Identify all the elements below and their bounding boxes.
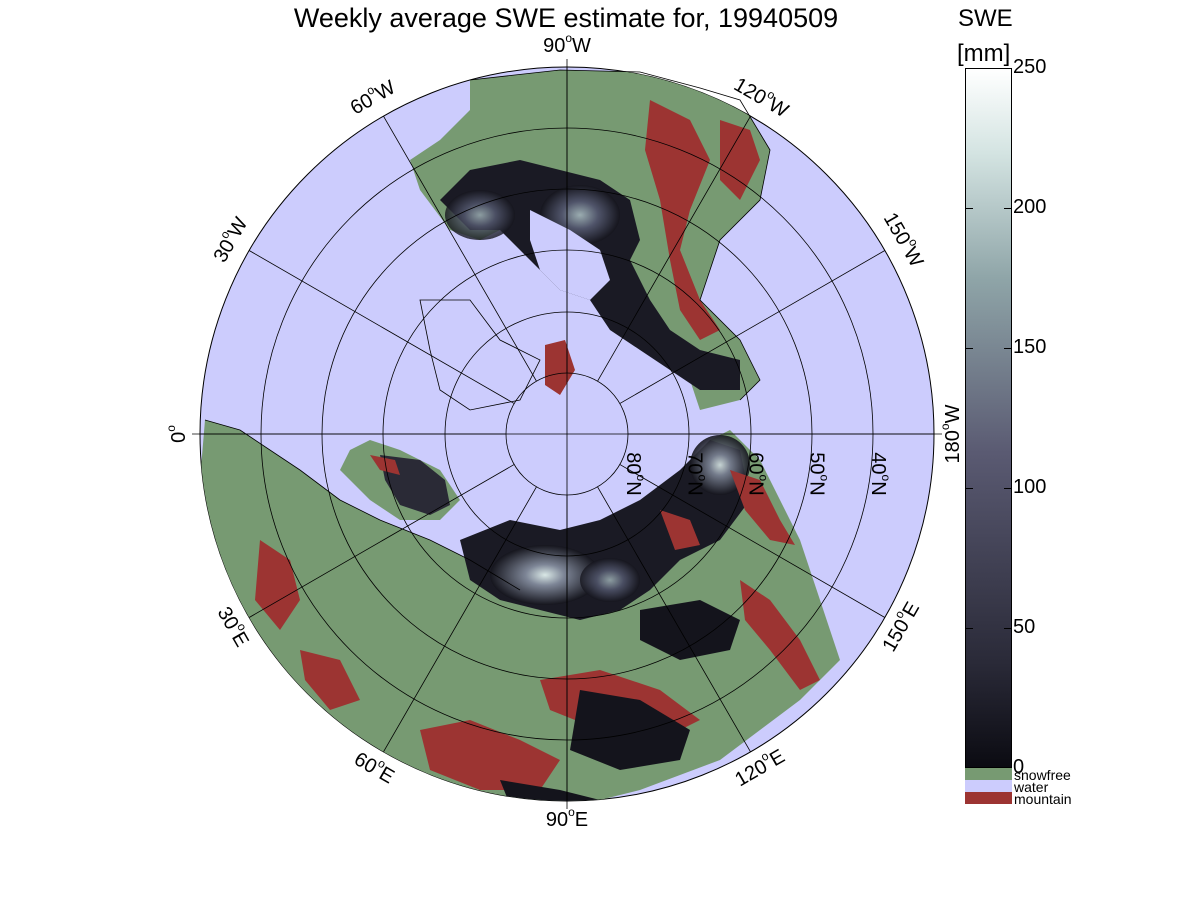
meridian-line xyxy=(597,486,751,753)
swe-peak-siberia-west xyxy=(490,545,600,605)
coastlines xyxy=(204,69,771,591)
meridian-line xyxy=(597,115,751,382)
latitude-label: 80oN xyxy=(622,452,648,495)
colorbar-tick-label: 50 xyxy=(1013,616,1036,638)
meridian-line xyxy=(383,486,537,753)
colorbar-tick-mark xyxy=(965,68,973,69)
meridian-line xyxy=(248,464,515,618)
latitude-labels: 80oN 70oN 60oN 50oN 40oN xyxy=(622,452,893,495)
map-title: Weekly average SWE estimate for, 1994050… xyxy=(293,3,839,33)
longitude-label: 0o xyxy=(164,425,190,443)
latitude-label: 50oN xyxy=(805,452,831,495)
colorbar xyxy=(965,68,1012,768)
colorbar-tick-mark xyxy=(965,208,973,209)
colorbar-tick-label: 250 xyxy=(1013,56,1047,78)
latitude-label: 40oN xyxy=(867,452,893,495)
longitude-label: 90oW xyxy=(543,31,591,57)
meridians xyxy=(192,59,942,809)
legend-swatch-snowfree xyxy=(965,768,1012,780)
colorbar-tick-label: 0 xyxy=(1013,756,1025,778)
swe-patches-south xyxy=(500,600,740,801)
colorbar-title: SWE xyxy=(958,5,1013,32)
colorbar-tick-mark xyxy=(1004,348,1012,349)
colorbar-tick-label: 100 xyxy=(1013,476,1047,498)
longitude-label: 180oW xyxy=(938,404,964,463)
legend-swatch-water xyxy=(965,780,1012,792)
water-hudson-bay xyxy=(530,210,610,300)
colorbar-tick-mark xyxy=(1004,68,1012,69)
colorbar-tick-label: 200 xyxy=(1013,196,1047,218)
latitude-label: 60oN xyxy=(744,452,770,495)
meridian-line xyxy=(383,115,537,382)
latitude-label: 70oN xyxy=(683,452,709,495)
colorbar-tick-mark xyxy=(1004,208,1012,209)
meridian-line xyxy=(248,250,515,404)
legend-label-water: water xyxy=(1014,779,1049,795)
legend-label-mountain: mountain xyxy=(1014,791,1072,807)
longitude-label: 90oE xyxy=(546,805,588,831)
colorbar-tick-mark xyxy=(1004,488,1012,489)
swe-peak-labrador xyxy=(445,190,515,240)
colorbar-tick-label: 150 xyxy=(1013,336,1047,358)
colorbar-tick-mark xyxy=(965,488,973,489)
swe-peak-taymyr xyxy=(580,558,640,602)
legend-swatch-mountain xyxy=(965,792,1012,804)
meridian-line xyxy=(619,250,886,404)
colorbar-unit: [mm] xyxy=(957,40,1011,67)
meridian-line xyxy=(619,464,886,618)
legend-label-snowfree: snowfree xyxy=(1014,767,1071,783)
colorbar-tick-mark xyxy=(965,348,973,349)
colorbar-tick-mark xyxy=(1004,628,1012,629)
colorbar-tick-mark xyxy=(965,628,973,629)
